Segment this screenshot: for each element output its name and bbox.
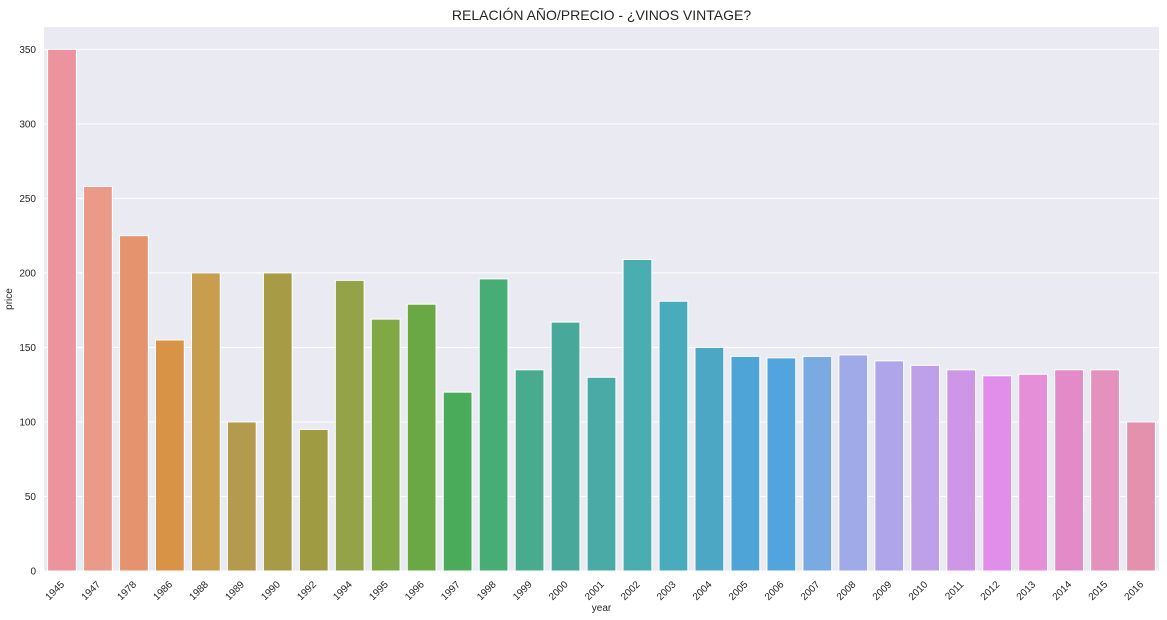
bar-2005 <box>730 355 761 572</box>
x-tick-label: 1999 <box>511 579 535 603</box>
x-tick-label: 2009 <box>871 579 895 603</box>
bar-1989 <box>226 421 257 572</box>
x-tick-label: 2000 <box>547 579 571 603</box>
bar-2008 <box>838 354 869 572</box>
x-axis-label: year <box>592 603 612 614</box>
y-tick-labels: 0 50 100 150 200 250 300 350 <box>19 45 36 578</box>
bar-2015 <box>1090 369 1120 572</box>
x-tick-label: 1995 <box>367 579 391 603</box>
bar-2002 <box>622 259 653 572</box>
bar-1945 <box>47 48 77 572</box>
bar-2010 <box>910 364 941 572</box>
x-tick-label: 2005 <box>727 579 751 603</box>
x-tick-label: 1996 <box>403 579 427 603</box>
bar-2011 <box>946 369 977 572</box>
bar-1988 <box>190 272 221 572</box>
bar-2016 <box>1126 421 1156 572</box>
bar-2006 <box>766 357 797 572</box>
bar-1996 <box>406 303 437 572</box>
x-tick-label: 2013 <box>1015 579 1039 603</box>
bar-1999 <box>514 369 545 572</box>
x-tick-label: 2010 <box>907 579 931 603</box>
x-tick-label: 1988 <box>187 579 211 603</box>
bar-1990 <box>262 272 293 572</box>
x-tick-label: 2001 <box>583 579 607 603</box>
y-tick-label: 0 <box>30 567 36 578</box>
bar-1947 <box>83 185 113 572</box>
y-tick-label: 350 <box>19 45 36 56</box>
chart-title: RELACIÓN AÑO/PRECIO - ¿VINOS VINTAGE? <box>451 7 752 23</box>
bar-1992 <box>298 428 329 572</box>
x-tick-label: 1990 <box>259 579 283 603</box>
x-tick-label: 2012 <box>979 579 1003 603</box>
x-tick-label: 2011 <box>943 579 966 602</box>
x-tick-labels: 1945 1947 1978 1986 1988 1989 1990 1992 1994 1995… <box>44 579 1147 603</box>
bar-1997 <box>442 391 473 572</box>
x-tick-label: 1989 <box>223 579 247 603</box>
x-tick-label: 1947 <box>80 579 104 603</box>
bar-2001 <box>586 376 617 572</box>
bar-2009 <box>874 360 905 572</box>
x-tick-label: 1978 <box>116 579 140 603</box>
bar-1978 <box>119 235 149 572</box>
bar-1986 <box>155 339 185 572</box>
y-tick-label: 200 <box>19 268 36 279</box>
bar-2003 <box>658 300 689 572</box>
bar-2014 <box>1054 369 1084 572</box>
x-tick-label: 1945 <box>44 579 68 603</box>
y-tick-label: 100 <box>19 417 36 428</box>
x-tick-label: 2006 <box>763 579 787 603</box>
bar-2007 <box>802 355 833 572</box>
x-tick-label: 2004 <box>691 579 715 603</box>
x-tick-label: 2002 <box>619 579 643 603</box>
bar-1998 <box>478 278 509 572</box>
y-tick-label: 250 <box>19 194 36 205</box>
y-tick-label: 50 <box>25 492 37 503</box>
x-tick-label: 2014 <box>1051 579 1075 603</box>
y-tick-label: 300 <box>19 119 36 130</box>
x-tick-label: 2015 <box>1087 579 1111 603</box>
x-tick-label: 2003 <box>655 579 679 603</box>
bar-2012 <box>982 375 1013 572</box>
bar-2004 <box>694 346 725 572</box>
y-tick-label: 150 <box>19 343 36 354</box>
x-tick-label: 2016 <box>1123 579 1147 603</box>
x-tick-label: 1994 <box>331 579 355 603</box>
x-tick-label: 1997 <box>439 579 463 603</box>
x-tick-label: 2008 <box>835 579 859 603</box>
bar-2013 <box>1018 373 1049 572</box>
x-tick-label: 1998 <box>475 579 499 603</box>
x-tick-label: 1986 <box>151 579 175 603</box>
x-tick-label: 2007 <box>799 579 823 603</box>
x-tick-label: 1992 <box>295 579 319 603</box>
bar-2000 <box>550 321 581 572</box>
bars <box>47 48 1156 572</box>
y-axis-label: price <box>4 288 15 310</box>
bar-1994 <box>334 279 365 572</box>
bar-1995 <box>370 318 401 572</box>
